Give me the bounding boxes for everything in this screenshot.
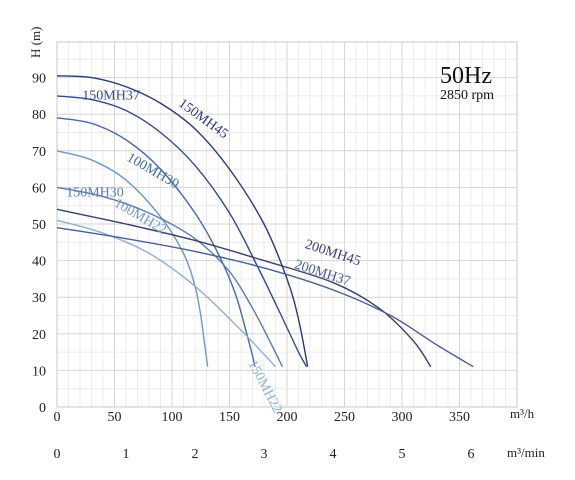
x-axis-label: m³/h [510,406,535,421]
y-tick-label: 70 [32,145,46,160]
y-tick-label: 30 [32,291,46,306]
chart-title: 50Hz [440,63,492,89]
curve-150MH37 [56,95,308,368]
curve-200MH45 [56,208,432,368]
y-tick-label: 50 [32,218,46,233]
plot-frame [56,41,518,408]
curve-100MH30 [56,117,256,367]
y-tick-label: 80 [32,108,46,123]
curve-100MH22 [56,150,209,367]
x-tick-label: 50 [108,410,122,425]
x2-tick-label: 0 [54,447,61,462]
x-tick-label: 300 [392,410,413,425]
x-tick-label: 250 [334,410,355,425]
y-axis-label: H (m) [28,27,43,58]
chart-subtitle: 2850 rpm [440,88,494,103]
y-tick-label: 0 [39,401,46,416]
x-tick-label: 0 [54,410,61,425]
y-tick-label: 40 [32,255,46,270]
x-tick-label: 150 [219,410,240,425]
curve-150MH22 [56,219,277,368]
curve-label-150MH30: 150MH30 [66,186,124,201]
x-tick-label: 100 [162,410,183,425]
x2-tick-label: 5 [399,447,406,462]
y-tick-label: 10 [32,364,46,379]
chart-grid [56,41,518,408]
x-tick-label: 200 [277,410,298,425]
curve-150MH30 [56,186,284,368]
y-tick-label: 90 [32,72,46,87]
curve-200MH37 [56,226,474,368]
performance-curves [56,75,474,368]
x2-tick-label: 1 [123,447,130,462]
x-tick-label: 350 [449,410,470,425]
curve-150MH45 [56,75,309,367]
x2-tick-label: 2 [192,447,199,462]
x2-tick-label: 3 [261,447,268,462]
y-tick-label: 60 [32,181,46,196]
x2-tick-label: 4 [330,447,337,462]
curve-labels: 150MH45150MH37100MH30100MH22150MH30150MH… [66,89,362,416]
x2-axis-label: m³/min [507,445,545,460]
x2-tick-label: 6 [468,447,475,462]
curve-label-150MH37: 150MH37 [82,89,140,104]
y-tick-label: 20 [32,328,46,343]
